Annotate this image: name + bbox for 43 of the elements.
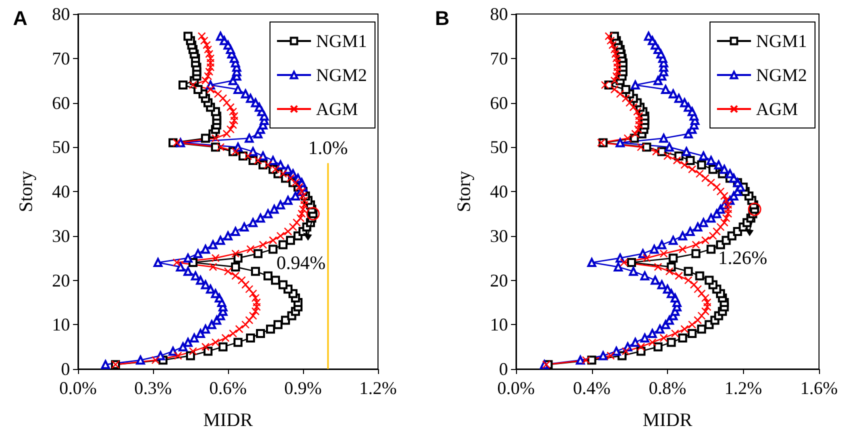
x-tick-label: 1.2% — [724, 378, 762, 398]
legend-label: AGM — [756, 99, 798, 119]
legend-label: AGM — [316, 99, 358, 119]
y-tick-label: 80 — [490, 4, 508, 24]
y-tick-label: 0 — [499, 359, 508, 379]
y-tick-label: 40 — [52, 182, 70, 202]
y-tick-label: 20 — [490, 270, 508, 290]
y-axis-title: Story — [16, 170, 37, 212]
x-axis-title: MIDR — [203, 410, 254, 431]
legend-label: NGM1 — [316, 31, 368, 51]
x-tick-label: 1.2% — [359, 378, 397, 398]
annotation: 0.94% — [276, 252, 326, 275]
legend-label: NGM2 — [756, 65, 808, 85]
y-tick-label: 60 — [490, 92, 508, 113]
x-axis-title: MIDR — [642, 410, 693, 431]
ref-line-label: 1.0% — [308, 138, 348, 160]
y-tick-label: 50 — [490, 137, 508, 158]
y-tick-label: 10 — [490, 314, 508, 335]
x-tick-label: 0.8% — [648, 378, 686, 398]
x-tick-label: 0.3% — [134, 378, 172, 398]
y-tick-label: 50 — [52, 137, 70, 158]
legend-label: NGM1 — [756, 31, 808, 51]
y-tick-label: 30 — [490, 226, 508, 246]
y-tick-label: 0 — [61, 359, 70, 379]
x-tick-label: 0.0% — [497, 378, 535, 398]
chart-title: B — [435, 8, 450, 30]
x-tick-label: 0.9% — [284, 378, 322, 398]
x-tick-label: 0.6% — [209, 378, 247, 398]
x-tick-label: 0.0% — [59, 378, 97, 398]
y-tick-label: 40 — [490, 182, 508, 202]
y-tick-label: 70 — [52, 48, 70, 68]
chart-title: A — [13, 8, 28, 30]
y-tick-label: 10 — [52, 314, 70, 335]
y-tick-label: 80 — [52, 4, 70, 24]
annotation: 1.26% — [718, 248, 768, 270]
y-tick-label: 20 — [52, 270, 70, 290]
x-tick-label: 1.6% — [800, 378, 838, 398]
y-axis-title: Story — [454, 170, 475, 212]
y-tick-label: 30 — [52, 226, 70, 246]
y-tick-label: 60 — [52, 92, 70, 113]
legend-label: NGM2 — [316, 65, 368, 85]
x-tick-label: 0.4% — [573, 378, 610, 398]
y-tick-label: 70 — [490, 48, 508, 68]
